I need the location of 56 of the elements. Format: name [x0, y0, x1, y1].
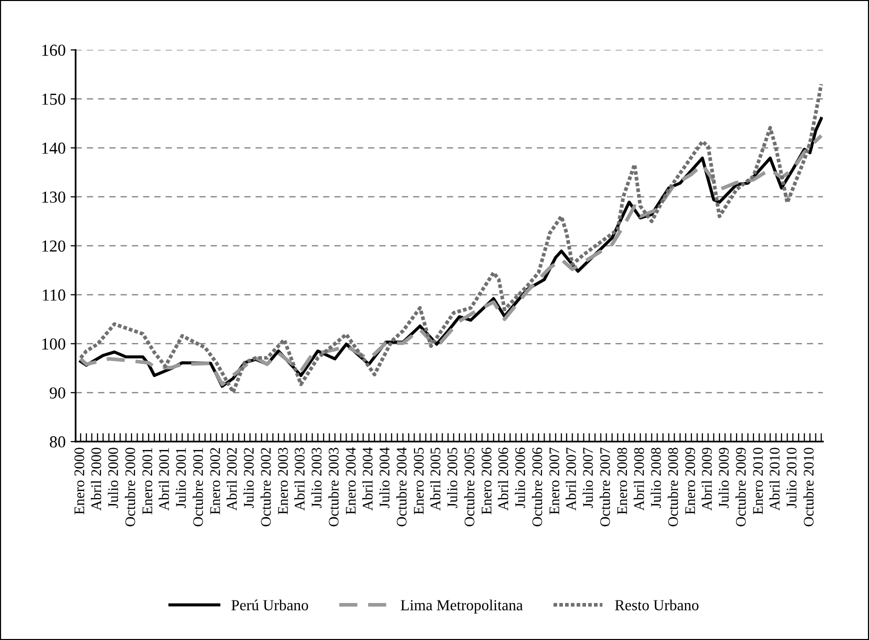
- x-tick-label: Octubre 2006: [532, 448, 542, 526]
- x-tick-label: Octubre 2007: [600, 448, 610, 526]
- x-tick-label: Julio 2008: [650, 448, 661, 508]
- x-tick-label: Octubre 2003: [328, 448, 339, 526]
- x-tick-label: Enero 2009: [685, 448, 696, 514]
- x-tick-label: Abril 2000: [90, 448, 102, 511]
- x-tick-label: Julio 2006: [514, 448, 526, 508]
- legend-label: Resto Urbano: [615, 600, 698, 610]
- x-tick-label: Octubre 2004: [396, 447, 407, 526]
- x-tick-label: Abril 2001: [158, 448, 169, 511]
- x-tick-label: Abril 2005: [430, 448, 440, 511]
- y-tick-label: 120: [42, 240, 66, 252]
- y-tick-label: 100: [42, 338, 66, 350]
- x-tick-label: Octubre 2008: [668, 448, 678, 526]
- x-tick-label: Julio 2010: [786, 448, 796, 508]
- legend-label: Perú Urbano: [231, 600, 308, 610]
- x-tick-label: Enero 2006: [482, 448, 492, 514]
- x-tick-label: Octubre 2000: [124, 448, 136, 526]
- x-tick-label: Enero 2004: [346, 447, 356, 514]
- x-tick-label: Enero 2005: [414, 448, 424, 514]
- y-tick-label: 90: [50, 387, 66, 399]
- y-tick-label: 110: [42, 289, 66, 301]
- x-tick-label: Julio 2007: [582, 448, 593, 508]
- legend-label: Lima Metropolitana: [400, 600, 523, 614]
- x-tick-label: Enero 2008: [617, 448, 628, 514]
- x-tick-label: Enero 2010: [753, 448, 763, 514]
- x-tick-label: Enero 2007: [549, 448, 560, 514]
- x-tick-label: Enero 2003: [278, 448, 288, 514]
- x-tick-label: Octubre 2005: [464, 448, 474, 526]
- x-tick-label: Enero 2000: [74, 448, 84, 514]
- x-tick-label: Julio 2004: [379, 447, 390, 508]
- x-tick-label: Octubre 2010: [803, 448, 814, 526]
- x-tick-label: Julio 2001: [176, 448, 186, 508]
- x-tick-label: Abril 2007: [566, 448, 576, 511]
- x-tick-label: Enero 2002: [210, 448, 220, 514]
- x-tick-label: Julio 2009: [718, 448, 729, 508]
- x-tick-label: Abril 2008: [634, 448, 644, 511]
- x-tick-label: Abril 2004: [362, 447, 373, 511]
- x-tick-label: Abril 2003: [294, 448, 305, 511]
- x-tick-label: Julio 2002: [243, 448, 254, 508]
- x-tick-label: Enero 2001: [142, 448, 152, 514]
- x-tick-label: Abril 2010: [769, 448, 780, 511]
- x-tick-label: Julio 2005: [447, 448, 458, 508]
- y-tick-label: 80: [50, 436, 66, 448]
- x-tick-label: Octubre 2009: [736, 448, 746, 526]
- y-tick-label: 150: [42, 94, 66, 105]
- y-tick-label: 160: [42, 44, 66, 56]
- y-tick-label: 140: [42, 142, 66, 154]
- x-tick-label: Julio 2003: [311, 448, 322, 508]
- x-tick-label: Abril 2009: [702, 448, 712, 511]
- x-tick-label: Abril 2006: [498, 448, 508, 511]
- x-tick-label: Octubre 2002: [260, 448, 271, 526]
- x-tick-label: Julio 2000: [108, 448, 118, 508]
- x-tick-label: Octubre 2001: [192, 448, 203, 526]
- y-tick-label: 130: [42, 192, 66, 203]
- x-tick-label: Abril 2002: [226, 448, 237, 511]
